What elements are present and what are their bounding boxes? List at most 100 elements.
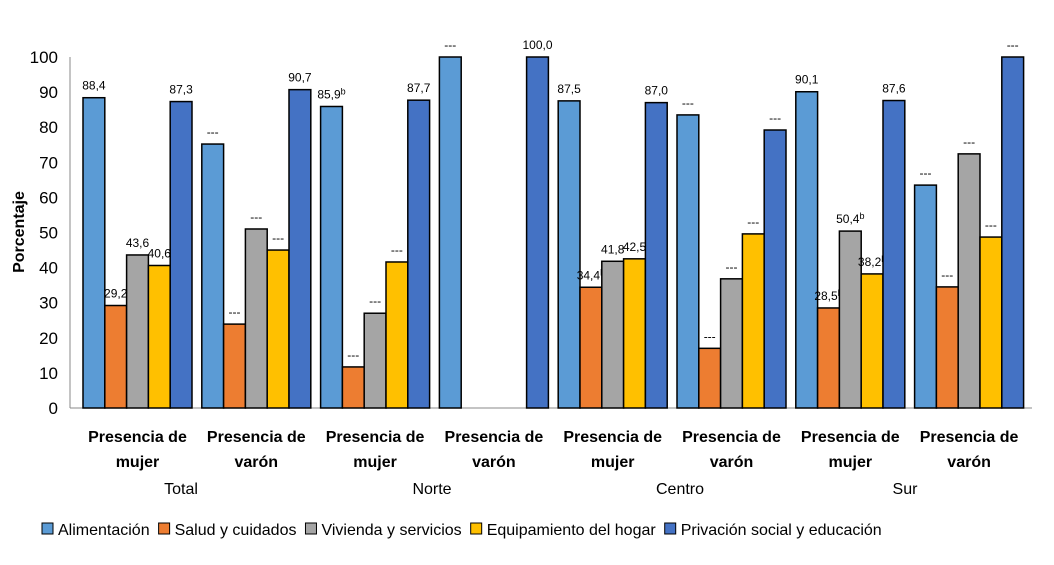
category-label: Presencia de (682, 429, 781, 446)
category-label: Presencia de (801, 429, 900, 446)
category-label: Presencia de (563, 429, 662, 446)
data-label: --- (347, 348, 359, 362)
bar-3 (244, 228, 268, 409)
bar-2 (816, 307, 841, 409)
data-label: --- (207, 125, 219, 139)
data-label: --- (704, 329, 716, 343)
category-label: mujer (829, 454, 873, 471)
y-tick-label: 60 (39, 188, 58, 207)
data-label: 87,6 (882, 82, 906, 96)
bar-5 (288, 88, 312, 409)
data-label: 50,4b (836, 211, 864, 226)
y-tick-label: 10 (39, 364, 58, 383)
data-label: --- (941, 268, 953, 282)
category-label: varón (235, 454, 279, 471)
superscript: b (859, 211, 864, 221)
bar-4 (741, 233, 765, 409)
y-tick-label: 40 (39, 259, 58, 278)
legend-swatch (470, 522, 483, 535)
y-tick-label: 20 (39, 329, 58, 348)
category-label: mujer (353, 454, 397, 471)
y-axis-title: Porcentaje (11, 191, 28, 273)
category-label: Presencia de (88, 429, 187, 446)
data-label: 88,4 (82, 79, 106, 93)
data-label: 87,3 (169, 83, 193, 97)
y-tick-label: 0 (49, 399, 58, 418)
category-label: Presencia de (326, 429, 425, 446)
data-label: --- (391, 243, 403, 257)
data-label: --- (444, 38, 456, 52)
legend-entry: Vivienda y servicios (321, 522, 461, 539)
bar-2 (222, 323, 247, 409)
bar-4 (147, 264, 171, 409)
bar-5 (644, 101, 668, 409)
data-label: 100,0 (522, 38, 552, 52)
bar-4 (622, 258, 647, 409)
data-label: 87,7 (407, 81, 431, 95)
data-label: 34,4b (577, 267, 605, 282)
data-label: --- (769, 111, 781, 125)
category-label: Presencia de (207, 429, 306, 446)
data-label: 43,6 (126, 236, 150, 250)
bar-5 (169, 100, 193, 409)
bar-4 (979, 236, 1003, 409)
y-tick-label: 70 (39, 153, 58, 172)
legend-entry: Alimentación (58, 522, 150, 539)
bar-3 (125, 254, 150, 409)
data-label: 41,8 (601, 242, 625, 256)
data-label: --- (1007, 38, 1019, 52)
bar-2 (698, 347, 722, 409)
region-label: Sur (893, 481, 919, 498)
bar-1 (201, 143, 225, 409)
bar-1 (319, 105, 344, 409)
data-label: 85,9b (317, 86, 345, 101)
bar-1 (557, 100, 581, 409)
legend-swatch (664, 522, 677, 535)
bar-4 (860, 273, 884, 409)
bar-2 (341, 366, 365, 409)
bar-5 (882, 99, 906, 409)
data-label: 42,5 (623, 240, 647, 254)
bar-1 (913, 184, 938, 409)
data-label: --- (250, 210, 262, 224)
y-tick-label: 30 (39, 294, 58, 313)
bar-5 (525, 56, 550, 409)
data-label: --- (963, 135, 975, 149)
superscript: b (341, 86, 346, 96)
category-label: varón (710, 454, 754, 471)
data-label: --- (682, 96, 694, 110)
region-label: Total (164, 481, 198, 498)
y-tick-label: 80 (39, 118, 58, 137)
bar-3 (957, 153, 981, 409)
bar-4 (385, 261, 409, 409)
data-label: --- (726, 260, 738, 274)
data-label: 40,6 (148, 246, 172, 260)
bar-2 (104, 304, 128, 409)
bar-2 (935, 286, 959, 409)
category-label: varón (472, 454, 516, 471)
bar-5 (407, 99, 431, 409)
bar-5 (763, 129, 787, 409)
data-label: --- (747, 215, 759, 229)
bar-3 (363, 312, 387, 409)
bar-1 (82, 96, 106, 409)
region-label: Centro (656, 481, 704, 498)
bar-3 (719, 278, 744, 409)
legend-swatch (304, 522, 317, 535)
y-tick-label: 90 (39, 83, 58, 102)
category-label: Presencia de (445, 429, 544, 446)
data-label: 90,1 (795, 73, 819, 87)
legend-swatch (158, 522, 171, 535)
data-label: 87,0 (645, 84, 669, 98)
bar-2 (579, 286, 603, 409)
data-label: 87,5 (557, 82, 581, 96)
category-label: mujer (591, 454, 635, 471)
bar-4 (266, 249, 290, 409)
data-label: 28,5b (814, 288, 842, 303)
legend-entry: Privación social y educación (681, 522, 882, 539)
bar-5 (1001, 56, 1025, 409)
y-tick-label: 100 (30, 48, 58, 67)
y-tick-label: 50 (39, 224, 58, 243)
bar-1 (676, 114, 700, 409)
data-label: --- (920, 166, 932, 180)
